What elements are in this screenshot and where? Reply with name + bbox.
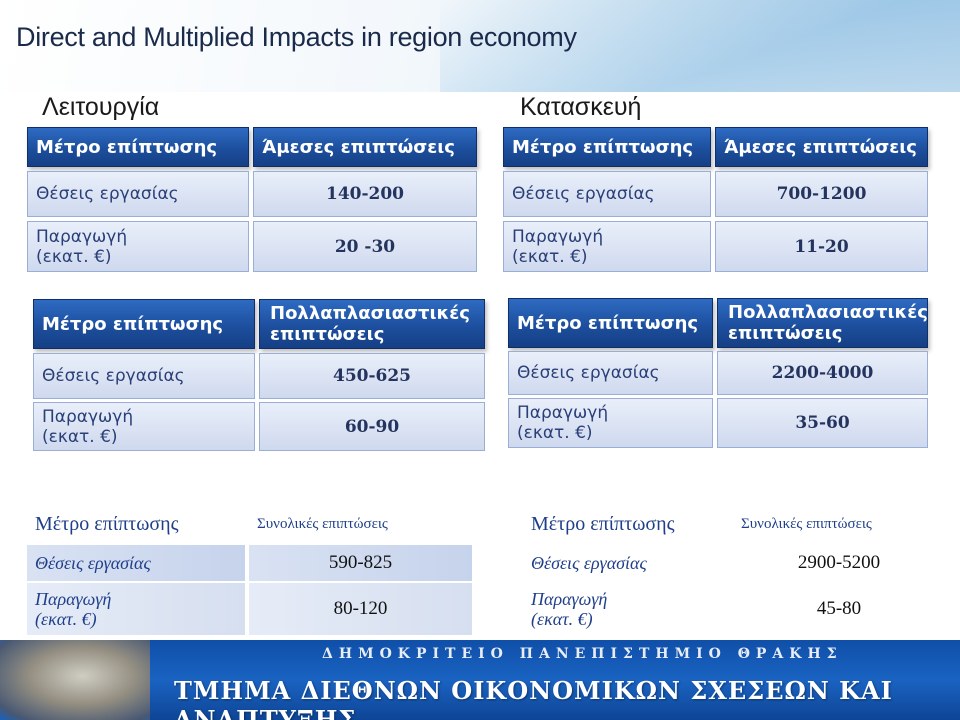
row-value-jobs: 2900-5200	[797, 552, 881, 573]
header-total-impacts: Συνολικές επιπτώσεις	[733, 505, 945, 543]
header-direct-impacts: Άμεσες επιπτώσεις	[715, 127, 928, 167]
university-footer-banner: ΔΗΜΟΚΡΙΤΕΙΟ ΠΑΝΕΠΙΣΤΗΜΙΟ ΘΡΑΚΗΣ ΤΜΗΜΑ ΔΙ…	[0, 640, 960, 720]
row-value-jobs: 700-1200	[715, 171, 928, 217]
direct-impacts-table-left: Μέτρο επίπτωσης Άμεσες επιπτώσεις Θέσεις…	[27, 127, 477, 272]
header-measure: Μέτρο επίπτωσης	[503, 127, 711, 167]
row-label-production: Παραγωγή (εκατ. €)	[523, 583, 729, 635]
header-measure: Μέτρο επίπτωσης	[508, 298, 713, 348]
direct-impacts-table-right: Μέτρο επίπτωσης Άμεσες επιπτώσεις Θέσεις…	[503, 127, 928, 272]
row-label-production-line2: (εκατ. €)	[531, 609, 593, 629]
row-label-production: Παραγωγή (εκατ. €)	[33, 402, 255, 451]
row-label-jobs: Θέσεις εργασίας	[27, 545, 245, 581]
row-value-production: 20 -30	[253, 221, 477, 272]
row-label-production: Παραγωγή (εκατ. €)	[508, 398, 713, 448]
row-value-jobs: 140-200	[253, 171, 477, 217]
total-impacts-table-left: Μέτρο επίπτωσης Συνολικές επιπτώσεις Θέσ…	[27, 505, 472, 635]
section-label-operation: Λειτουργία	[42, 93, 160, 121]
row-value-jobs: 450-625	[259, 353, 485, 399]
democritus-portrait-image	[0, 640, 150, 720]
row-label-production-line1: Παραγωγή	[531, 589, 608, 609]
header-multiplied-line1: Πολλαπλασιαστικές	[728, 302, 928, 323]
row-value-production: 11-20	[715, 221, 928, 272]
row-label-production-line1: Παραγωγή	[36, 226, 128, 247]
row-value-jobs: 2200-4000	[717, 351, 928, 395]
header-multiplied-impacts: Πολλαπλασιαστικές επιπτώσεις	[717, 298, 928, 348]
multiplied-impacts-table-right: Μέτρο επίπτωσης Πολλαπλασιαστικές επιπτώ…	[508, 298, 928, 448]
row-label-production-line2: (εκατ. €)	[36, 246, 112, 267]
header-total-impacts: Συνολικές επιπτώσεις	[249, 505, 472, 543]
row-label-jobs: Θέσεις εργασίας	[503, 171, 711, 217]
row-value-production: 60-90	[259, 402, 485, 451]
header-measure: Μέτρο επίπτωσης	[27, 505, 245, 543]
header-multiplied-impacts: Πολλαπλασιαστικές επιπτώσεις	[259, 299, 485, 349]
header-measure: Μέτρο επίπτωσης	[33, 299, 255, 349]
row-label-production: Παραγωγή (εκατ. €)	[27, 583, 245, 635]
row-label-jobs: Θέσεις εργασίας	[508, 351, 713, 395]
row-value-production: 35-60	[717, 398, 928, 448]
header-multiplied-line1: Πολλαπλασιαστικές	[270, 303, 470, 324]
row-label-jobs: Θέσεις εργασίας	[27, 171, 249, 217]
row-label-jobs: Θέσεις εργασίας	[531, 553, 647, 573]
row-label-production-line2: (εκατ. €)	[35, 609, 97, 629]
title-bar: Direct and Multiplied Impacts in region …	[0, 0, 960, 92]
row-value-production: 80-120	[249, 583, 472, 635]
row-label-production: Παραγωγή (εκατ. €)	[27, 221, 249, 272]
row-label-production-line2: (εκατ. €)	[517, 423, 593, 443]
row-label-production-line2: (εκατ. €)	[42, 426, 118, 447]
row-value-jobs: 590-825	[249, 545, 472, 581]
row-label-production: Παραγωγή (εκατ. €)	[503, 221, 711, 272]
row-value-production: 45-80	[816, 598, 862, 619]
row-label-production-line1: Παραγωγή	[35, 589, 112, 609]
department-name: ΤΜΗΜΑ ΔΙΕΘΝΩΝ ΟΙΚΟΝΟΜΙΚΩΝ ΣΧΕΣΕΩΝ ΚΑΙ ΑΝ…	[174, 676, 893, 720]
title-decoration	[440, 0, 960, 92]
header-multiplied-line2: επιπτώσεις	[728, 323, 843, 344]
multiplied-impacts-table-left: Μέτρο επίπτωσης Πολλαπλασιαστικές επιπτώ…	[33, 299, 485, 451]
row-label-production-line1: Παραγωγή	[42, 406, 134, 427]
header-measure: Μέτρο επίπτωσης	[27, 127, 249, 167]
header-measure: Μέτρο επίπτωσης	[523, 505, 729, 543]
row-label-jobs: Θέσεις εργασίας	[33, 353, 255, 399]
row-label-production-line1: Παραγωγή	[512, 226, 604, 247]
header-multiplied-line2: επιπτώσεις	[270, 324, 385, 345]
section-label-construction: Κατασκευή	[520, 93, 642, 121]
slide-title: Direct and Multiplied Impacts in region …	[16, 22, 577, 52]
row-label-production-line1: Παραγωγή	[517, 403, 609, 423]
total-impacts-table-right: Μέτρο επίπτωσης Συνολικές επιπτώσεις Θέσ…	[523, 505, 945, 635]
row-label-production-line2: (εκατ. €)	[512, 246, 588, 267]
university-name: ΔΗΜΟΚΡΙΤΕΙΟ ΠΑΝΕΠΙΣΤΗΜΙΟ ΘΡΑΚΗΣ	[322, 646, 843, 662]
header-direct-impacts: Άμεσες επιπτώσεις	[253, 127, 477, 167]
